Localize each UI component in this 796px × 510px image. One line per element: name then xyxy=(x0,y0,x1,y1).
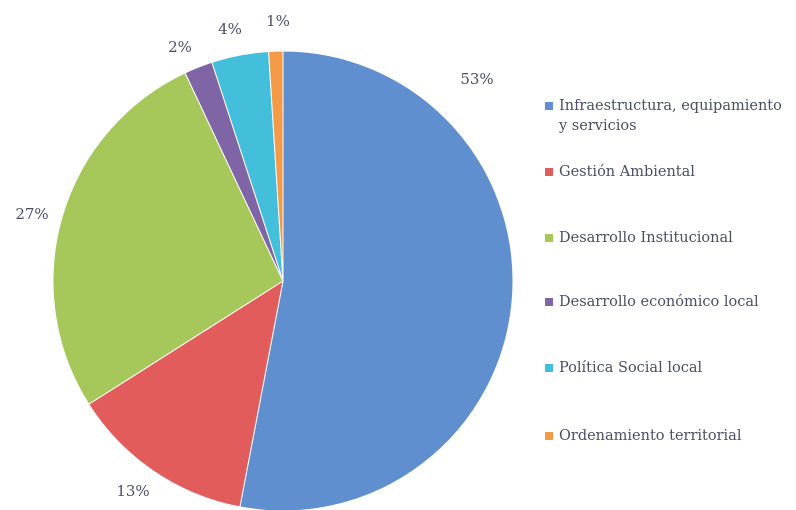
data-label: 2% xyxy=(168,38,192,56)
legend-item: Gestión Ambiental xyxy=(545,162,793,182)
legend-item: Infraestructura, equipamiento y servicio… xyxy=(545,96,793,136)
legend-swatch xyxy=(545,432,553,440)
pie-slice xyxy=(52,72,284,405)
legend-swatch xyxy=(545,102,553,110)
legend-swatch xyxy=(545,168,553,176)
legend-label: Desarrollo económico local xyxy=(559,294,759,310)
legend-label: Desarrollo Institucional xyxy=(559,230,733,246)
legend-label: Política Social local xyxy=(559,360,703,376)
pie-area: 53% 13% 27% 2% 4% 1% xyxy=(15,12,514,510)
legend-label: Ordenamiento territorial xyxy=(559,428,742,444)
legend-item: Política Social local xyxy=(545,358,793,378)
data-label: 53% xyxy=(460,70,493,88)
legend-swatch xyxy=(545,364,553,372)
pie-slice xyxy=(239,50,514,510)
legend: Infraestructura, equipamiento y servicio… xyxy=(545,0,793,510)
data-label: 27% xyxy=(15,205,48,223)
pie-slice xyxy=(88,279,284,508)
legend-item: Desarrollo económico local xyxy=(545,292,793,312)
legend-label: Infraestructura, equipamiento y servicio… xyxy=(559,98,782,134)
data-label: 4% xyxy=(218,20,242,38)
data-label: 1% xyxy=(266,12,290,30)
data-label: 13% xyxy=(116,482,149,500)
legend-swatch xyxy=(545,298,553,306)
pie-slice xyxy=(268,50,284,282)
legend-item: Ordenamiento territorial xyxy=(545,426,793,446)
legend-swatch xyxy=(545,234,553,242)
legend-item: Desarrollo Institucional xyxy=(545,228,793,248)
legend-label: Gestión Ambiental xyxy=(559,164,695,180)
